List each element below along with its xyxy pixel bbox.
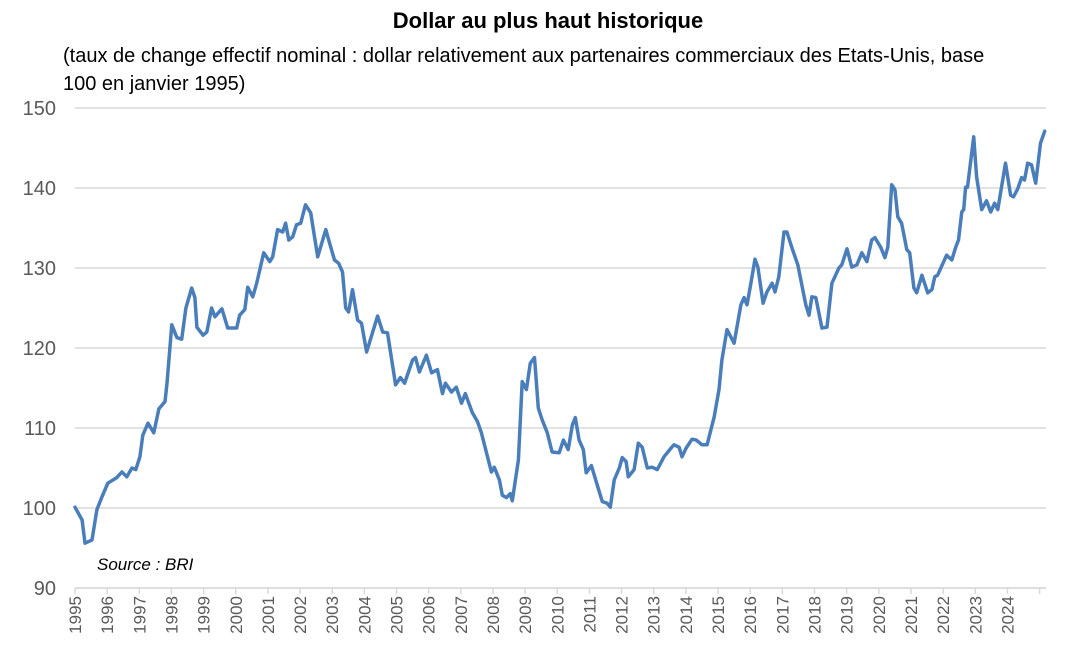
x-tick-label: 2010	[548, 596, 567, 634]
y-tick-label: 90	[34, 578, 56, 600]
x-tick-label: 2024	[998, 596, 1017, 634]
y-tick-label: 100	[23, 498, 56, 520]
y-tick-label: 120	[23, 338, 56, 360]
y-tick-label: 110	[24, 418, 56, 440]
x-tick-label: 2009	[516, 596, 535, 634]
x-tick-label: 1996	[98, 596, 117, 634]
x-tick-label: 2007	[452, 596, 471, 634]
gridlines	[75, 107, 1046, 589]
x-tick-label: 2019	[838, 596, 857, 634]
x-tick-label: 2013	[645, 596, 664, 634]
y-tick-label: 150	[23, 98, 56, 120]
x-tick-label: 1997	[130, 596, 149, 634]
x-tick-label: 2006	[420, 596, 439, 634]
x-tick-label: 2018	[806, 596, 825, 634]
x-tick-label: 2003	[323, 596, 342, 634]
y-tick-label: 140	[23, 178, 56, 200]
y-axis-labels: 90 100 110 120 130 140 150	[23, 98, 56, 600]
x-tick-label: 2001	[259, 596, 278, 634]
chart-title: Dollar au plus haut historique	[392, 8, 704, 33]
x-tick-label: 1995	[66, 596, 85, 634]
x-tick-label: 2016	[741, 596, 760, 634]
x-tick-label: 2017	[773, 596, 792, 634]
series-line	[73, 129, 1047, 545]
x-tick-label: 1999	[195, 596, 214, 634]
x-tick-label: 2023	[966, 596, 985, 634]
x-tick-label: 2005	[388, 596, 407, 634]
x-tick-label: 2011	[580, 596, 599, 633]
x-tick-label: 2014	[677, 596, 696, 634]
x-tick-label: 2020	[870, 596, 889, 634]
y-tick-label: 130	[23, 258, 56, 280]
x-tick-label: 2002	[291, 596, 310, 634]
x-tick-label: 2004	[355, 596, 374, 634]
x-tick-label: 2022	[934, 596, 953, 634]
x-tick-label: 2021	[902, 596, 921, 634]
x-tick-label: 2000	[227, 596, 246, 634]
x-tick-label: 2015	[709, 596, 728, 634]
x-axis: 1995 1996 1997 1998 1999 2000 2001 2002 2003 2004…	[66, 587, 1046, 634]
chart-subtitle: (taux de change effectif nominal : dolla…	[63, 45, 985, 95]
x-tick-label: 2012	[613, 596, 632, 634]
x-tick-label: 1998	[162, 596, 181, 634]
x-tick-label: 2008	[484, 596, 503, 634]
source-note: Source : BRI	[97, 555, 194, 574]
